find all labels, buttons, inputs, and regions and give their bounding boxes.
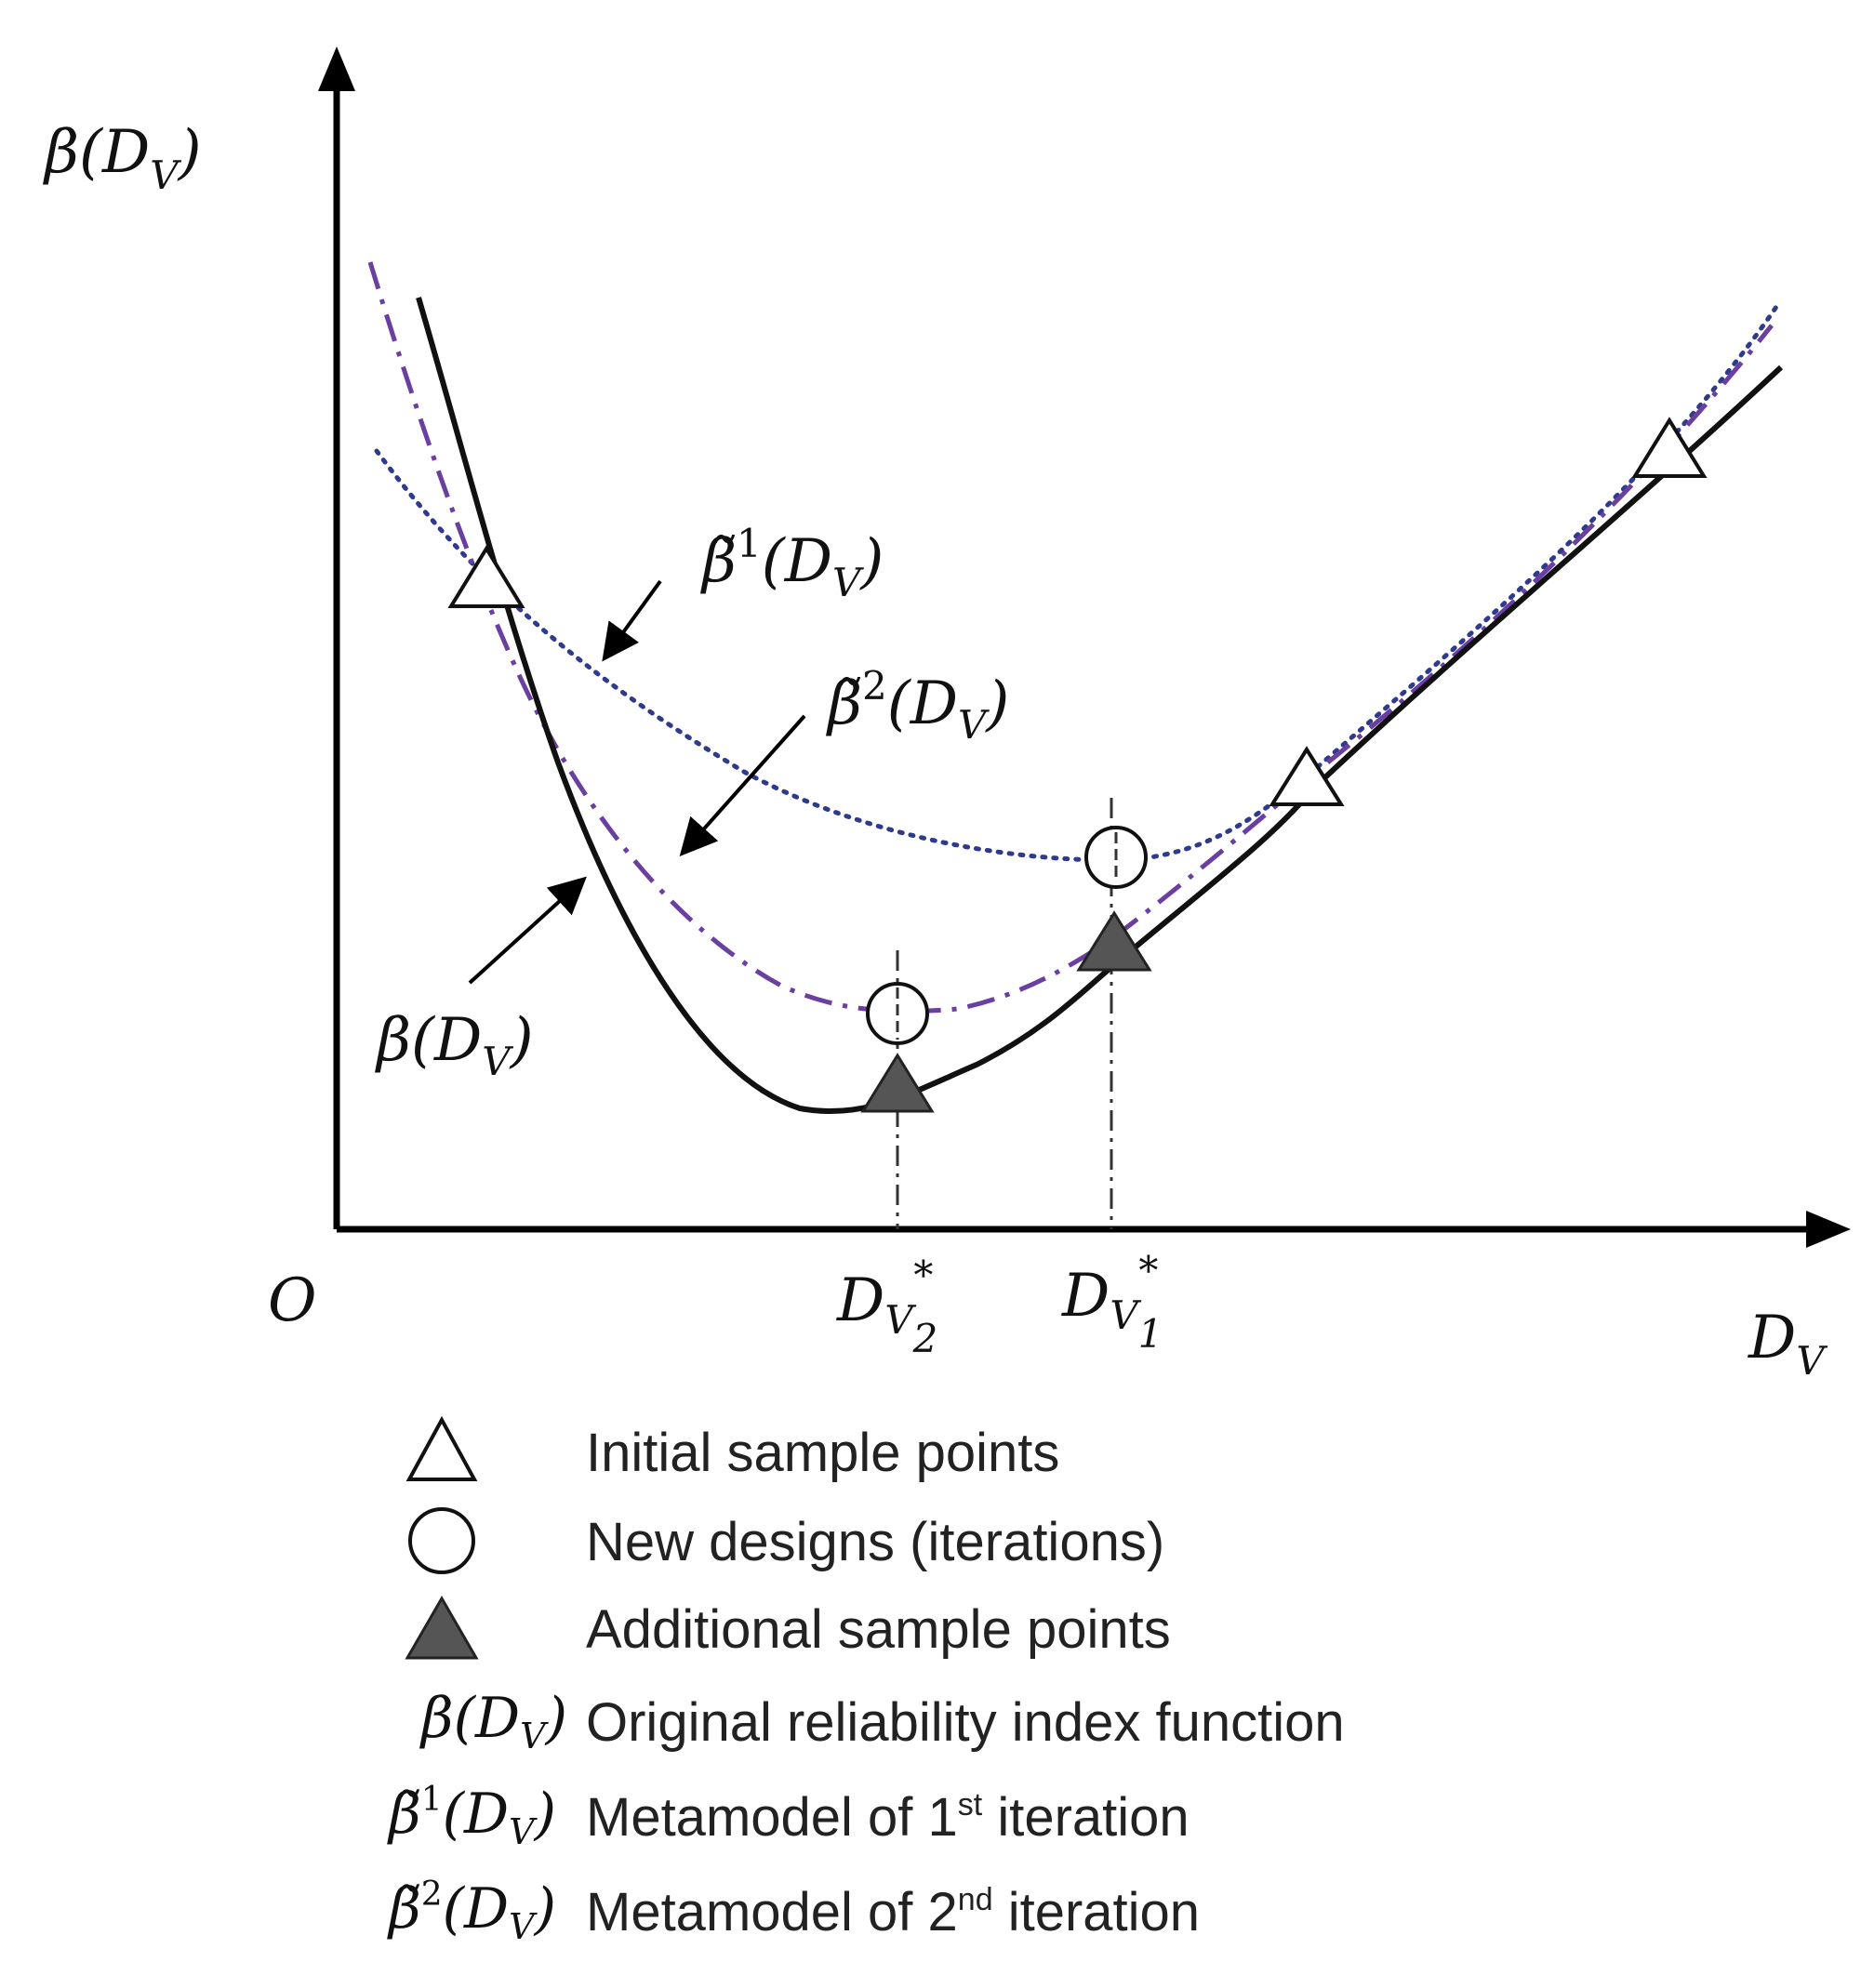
legend-text-metamodel-2: Metamodel of 2nd iteration <box>586 1882 1201 1942</box>
annotation-beta: β(DV) <box>375 1006 534 1084</box>
annotation-beta1: β̃1(DV) <box>700 521 884 605</box>
annotation-arrow-beta <box>468 876 587 985</box>
metamodel-2-curve <box>367 261 1774 1014</box>
legend-item-original-function: β(DV) Original reliability index functio… <box>344 1678 1739 1768</box>
legend-text-initial-sample: Initial sample points <box>586 1423 1060 1483</box>
legend-item-metamodel-2: β̃2(DV) Metamodel of 2nd iteration <box>344 1868 1739 1957</box>
tick-label-dv2: DV2* <box>836 1252 937 1361</box>
filled-triangle-icon <box>405 1596 479 1660</box>
legend-item-additional-sample: Additional sample points <box>344 1585 1739 1675</box>
annotation-beta2: β̃2(DV) <box>826 663 1009 748</box>
x-axis-arrow-icon <box>1806 1211 1851 1248</box>
legend-item-metamodel-1: β̃1(DV) Metamodel of 1st iteration <box>344 1773 1739 1862</box>
reliability-diagram: β(DV) DV O DV2* DV1* β̃1(DV) β̃2(DV) β(D… <box>43 46 1851 1384</box>
open-circle-icon <box>408 1507 475 1574</box>
legend-text-original-function: Original reliability index function <box>586 1692 1345 1753</box>
original-curve <box>416 297 1784 1115</box>
additional-sample-triangle-2 <box>1076 910 1152 972</box>
origin-label: O <box>268 1266 316 1335</box>
legend-math-beta1: β̃1(DV) <box>389 1781 556 1852</box>
legend-text-additional-sample: Additional sample points <box>586 1599 1171 1660</box>
annotation-arrow-beta2 <box>679 714 806 856</box>
legend-math-beta2: β̃2(DV) <box>389 1875 556 1947</box>
legend-math-beta: β(DV) <box>420 1686 567 1756</box>
legend-text-new-designs: New designs (iterations) <box>586 1512 1165 1572</box>
y-axis-label: β(DV) <box>43 118 202 198</box>
additional-sample-triangle-1 <box>860 1053 935 1113</box>
annotation-arrow-beta1 <box>602 579 662 662</box>
initial-sample-triangle-2 <box>1269 746 1345 806</box>
y-axis-arrow-icon <box>318 46 355 91</box>
open-triangle-icon <box>405 1415 478 1481</box>
legend-item-new-designs: New designs (iterations) <box>344 1498 1739 1587</box>
initial-sample-triangle-1 <box>447 545 525 608</box>
legend: Initial sample points New designs (itera… <box>344 1409 1739 1967</box>
legend-item-initial-sample: Initial sample points <box>344 1409 1739 1498</box>
x-axis-label: DV <box>1748 1304 1827 1384</box>
tick-label-dv1: DV1* <box>1061 1248 1163 1357</box>
legend-text-metamodel-1: Metamodel of 1st iteration <box>586 1787 1190 1848</box>
metamodel-1-curve <box>374 304 1779 863</box>
initial-sample-triangle-3 <box>1631 417 1708 478</box>
